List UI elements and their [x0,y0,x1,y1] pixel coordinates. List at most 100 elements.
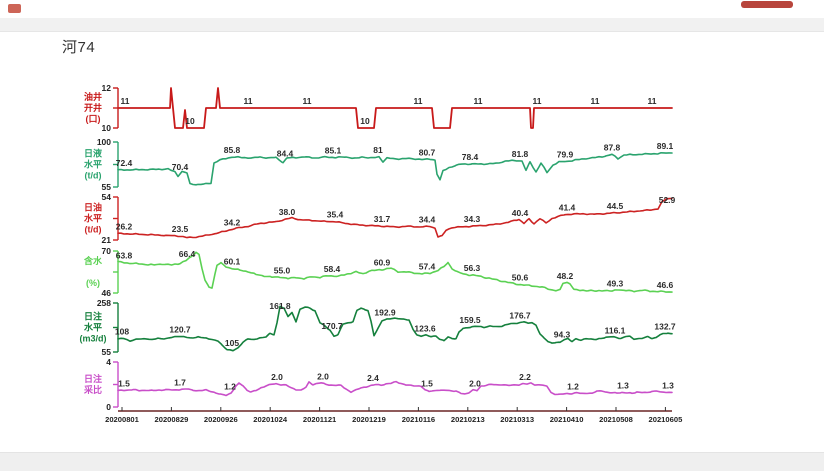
data-label: 81 [373,145,383,155]
data-label: 116.1 [605,325,626,335]
data-label: 1.5 [118,378,130,388]
ytick-max: 4 [106,357,111,367]
x-tick-label: 20210508 [599,415,633,424]
data-label: 41.4 [559,202,576,212]
data-label: 87.8 [604,143,621,153]
topbar-accent-button[interactable] [741,1,793,8]
axis-title: 开井 [84,102,102,113]
data-label: 11 [414,96,423,106]
data-label: 11 [474,96,483,106]
data-label: 94.3 [554,329,571,339]
ytick-min: 10 [102,123,112,133]
axis-title: 日注 [84,373,102,384]
axis-title: (t/d) [85,225,102,235]
data-label: 31.7 [374,214,391,224]
x-tick-label: 20210410 [550,415,584,424]
data-label: 1.7 [174,377,186,387]
data-label: 58.4 [324,264,341,274]
axis-title: 日油 [84,202,102,213]
ytick-min: 55 [102,182,112,192]
x-tick-label: 20200801 [105,415,140,424]
data-label: 2.4 [367,373,379,383]
data-label: 2.0 [469,378,481,388]
axis-title: 水平 [84,159,102,170]
data-label: 1.2 [224,381,236,391]
data-label: 123.6 [414,323,436,333]
series-line-日注采比 [117,380,673,397]
data-label: 108 [115,327,129,337]
data-label: 11 [648,96,657,106]
data-label: 60.9 [374,257,391,267]
axis-title: (口) [86,114,101,124]
data-label: 89.1 [657,141,674,151]
axis-title: (m3/d) [80,334,107,344]
data-label: 159.5 [459,315,481,325]
data-label: 11 [121,96,130,106]
data-label: 161.8 [269,301,291,311]
x-tick-label: 20200926 [204,415,238,424]
data-label: 63.8 [116,251,133,261]
data-label: 70.4 [172,162,189,172]
top-divider-band [0,18,824,32]
data-label: 79.9 [557,150,574,160]
axis-title: (%) [86,278,100,288]
ytick-max: 54 [102,192,112,202]
data-label: 11 [533,96,542,106]
data-label: 84.4 [277,148,294,158]
data-label: 57.4 [419,261,436,271]
ytick-max: 12 [102,83,112,93]
ytick-min: 46 [102,288,112,298]
app-icon [8,4,21,13]
axis-title: 水平 [84,322,102,333]
axis-title: 日液 [84,148,103,159]
data-label: 1.3 [662,380,674,390]
data-label: 34.2 [224,217,241,227]
data-label: 80.7 [419,147,436,157]
data-label: 56.3 [464,263,481,273]
data-label: 176.7 [509,311,531,321]
data-label: 34.3 [464,214,481,224]
data-label: 26.2 [116,222,133,232]
axis-title: 油井 [84,91,102,102]
data-label: 35.4 [327,210,344,220]
data-label: 170.7 [321,321,343,331]
axis-title: 含水 [83,255,103,266]
data-label: 66.4 [179,249,196,259]
data-label: 120.7 [169,324,191,334]
page-title: 河74 [62,39,96,56]
x-axis: 20200801 20200829 20200926 20201024 20201121… [105,407,683,424]
ytick-max: 70 [102,246,112,256]
data-label: 44.5 [607,201,624,211]
data-label: 78.4 [462,152,479,162]
data-label: 105 [225,338,239,348]
data-label: 11 [244,96,253,106]
subplot-含水: 70 46 含水 (%) 63.8 66.4 60.1 55.0 58.4 60.9 57.4 56.… [83,246,674,298]
data-label: 38.0 [279,207,296,217]
ytick-min: 21 [102,235,112,245]
data-label: 60.1 [224,257,241,267]
ytick-min: 0 [106,402,111,412]
data-label: 81.8 [512,149,529,159]
x-tick-label: 20201219 [352,415,386,424]
data-label: 1.5 [421,379,433,389]
data-label: 46.6 [657,280,674,290]
data-label: 2.2 [519,372,531,382]
data-label: 55.0 [274,265,291,275]
axis-title: 水平 [84,213,102,224]
data-label: 72.4 [116,158,133,168]
series-line-日液水平 [117,152,673,186]
data-label: 10 [360,116,370,126]
data-label: 1.3 [617,380,629,390]
data-label: 2.0 [317,371,329,381]
series-line-油井开井 [117,87,673,129]
data-label: 48.2 [557,271,574,281]
data-label: 23.5 [172,224,189,234]
data-label: 49.3 [607,278,624,288]
data-label: 11 [303,96,312,106]
x-tick-label: 20210605 [649,415,684,424]
ytick-max: 100 [97,137,111,147]
